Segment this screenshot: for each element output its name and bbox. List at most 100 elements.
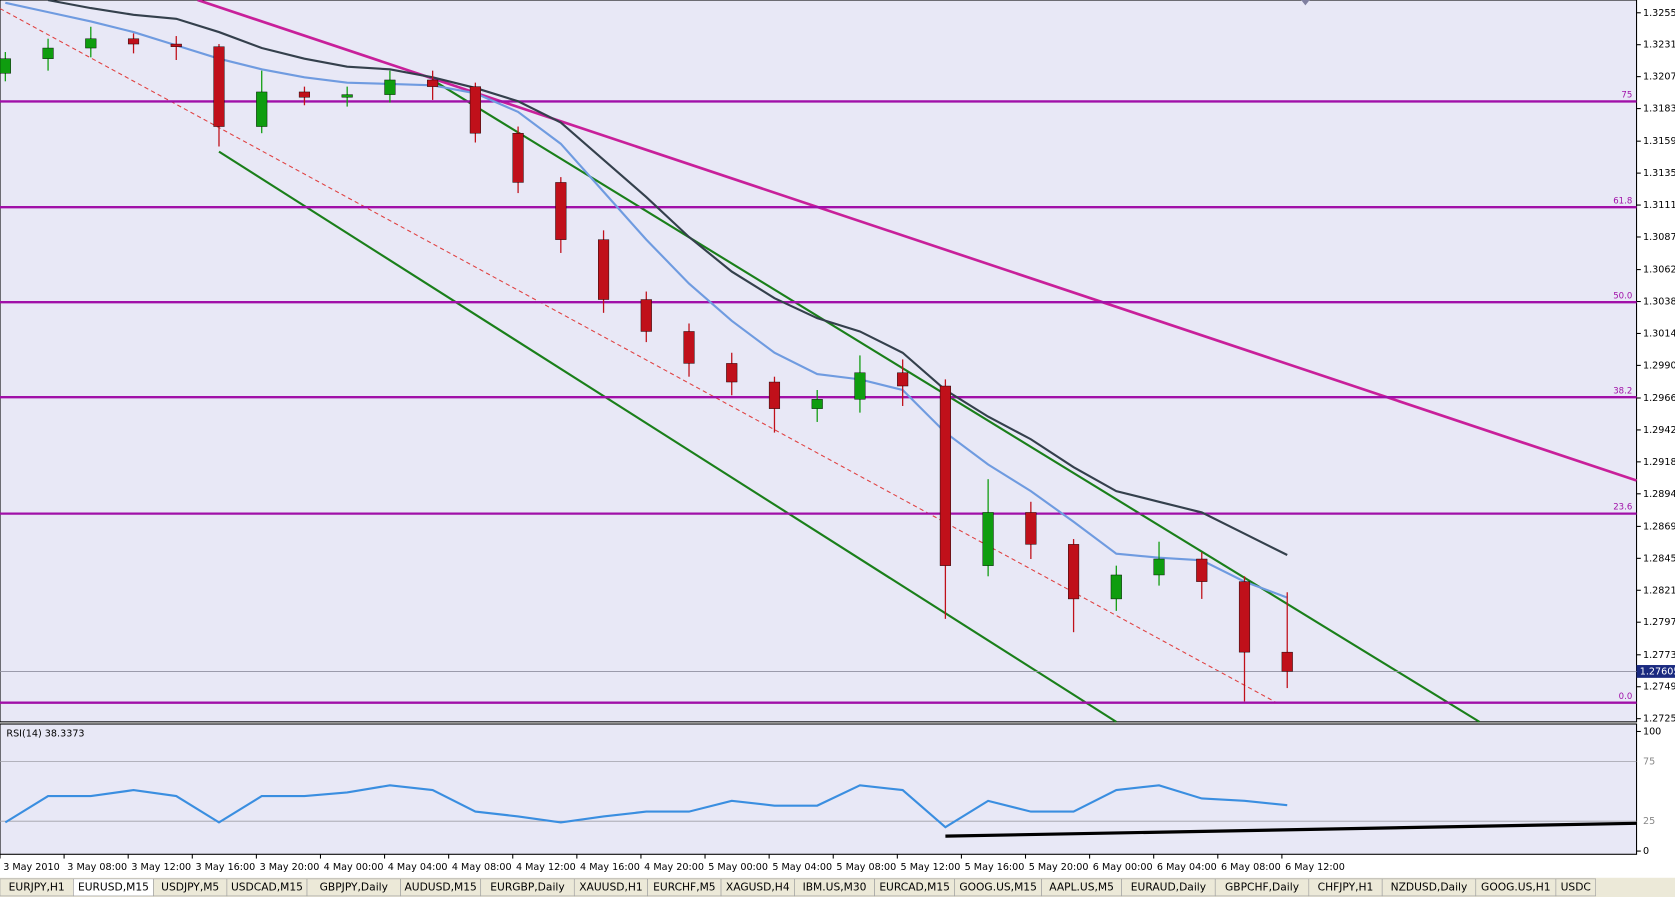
y-tick-label: 1.30385: [1643, 297, 1675, 308]
tab-label[interactable]: USDC: [1561, 880, 1591, 893]
candle-body: [127, 38, 140, 45]
candle-body: [0, 58, 11, 74]
candle-body: [170, 43, 182, 47]
candle-body: [768, 381, 781, 409]
y-tick-label: 1.28215: [1643, 585, 1675, 596]
rsi-tick-label: 25: [1643, 816, 1655, 827]
x-tick-label: 4 May 04:00: [388, 862, 448, 873]
tab-label[interactable]: GOOG.US,H1: [1481, 880, 1551, 893]
x-tick-label: 6 May 04:00: [1157, 862, 1217, 873]
candle-body: [1153, 558, 1165, 576]
candle-body: [469, 86, 481, 134]
x-tick-label: 5 May 04:00: [772, 862, 832, 873]
tab-label[interactable]: IBM.US,M30: [803, 880, 867, 893]
y-tick-label: 1.27490: [1643, 682, 1675, 693]
y-tick-label: 1.31835: [1643, 104, 1675, 115]
candle-body: [726, 363, 738, 383]
candle-body: [341, 94, 353, 98]
x-tick-label: 3 May 16:00: [195, 862, 255, 873]
tab-label[interactable]: XAUUSD,H1: [579, 880, 642, 893]
tab-label[interactable]: EURCAD,M15: [879, 880, 950, 893]
y-tick-label: 1.27250: [1643, 714, 1675, 725]
candle-body: [897, 372, 909, 387]
candle-body: [854, 372, 866, 400]
candle-body: [640, 299, 652, 332]
x-tick-label: 5 May 20:00: [1029, 862, 1089, 873]
candle-body: [1281, 651, 1293, 672]
x-tick-label: 4 May 08:00: [452, 862, 512, 873]
tab-label[interactable]: EURJPY,H1: [9, 880, 65, 893]
rsi-tick-label: 100: [1643, 726, 1661, 737]
regression-line: [0, 8, 1277, 704]
candle-body: [598, 239, 610, 300]
tab-label[interactable]: AAPL.US,M5: [1049, 880, 1114, 893]
shift-marker: [1301, 0, 1310, 6]
y-tick-label: 1.30145: [1643, 328, 1675, 339]
tab-label[interactable]: XAGUSD,H4: [726, 880, 790, 893]
tab-label[interactable]: USDJPY,M5: [161, 880, 219, 893]
tab-label[interactable]: CHFJPY,H1: [1318, 880, 1374, 893]
tab-label[interactable]: AUDUSD,M15: [404, 880, 476, 893]
y-tick-label: 1.29905: [1643, 360, 1675, 371]
x-tick-label: 6 May 00:00: [1093, 862, 1153, 873]
tab-label[interactable]: EURCHF,M5: [653, 880, 715, 893]
y-tick-label: 1.30870: [1643, 232, 1675, 243]
fib-label: 75: [1621, 90, 1632, 100]
x-tick-label: 5 May 08:00: [836, 862, 896, 873]
y-tick-label: 1.29180: [1643, 457, 1675, 468]
tab-label[interactable]: GOOG.US,M15: [959, 880, 1037, 893]
y-tick-label: 1.31350: [1643, 168, 1675, 179]
x-tick-label: 4 May 12:00: [516, 862, 576, 873]
candle-body: [939, 385, 951, 566]
x-tick-label: 4 May 00:00: [324, 862, 384, 873]
y-tick-label: 1.32555: [1643, 8, 1675, 19]
candle-body: [1196, 558, 1208, 582]
x-tick-label: 3 May 20:00: [260, 862, 320, 873]
tab-label[interactable]: NZDUSD,Daily: [1391, 880, 1468, 893]
candle-body: [1025, 512, 1037, 545]
rsi-trend-line: [945, 821, 1637, 838]
fib-label: 38.2: [1613, 386, 1632, 396]
channel-lower: [218, 150, 1117, 723]
candle-body: [213, 46, 225, 127]
current-price-label: 1.27605: [1640, 666, 1675, 677]
candle-body: [384, 79, 396, 95]
tab-label[interactable]: EURUSD,M15: [78, 880, 149, 893]
y-tick-label: 1.31590: [1643, 136, 1675, 147]
main-panel: [0, 0, 1638, 723]
y-tick-label: 1.32315: [1643, 40, 1675, 51]
rsi-tick-label: 75: [1643, 756, 1655, 767]
candle-body: [811, 399, 823, 409]
x-tick-label: 5 May 00:00: [708, 862, 768, 873]
x-tick-label: 5 May 16:00: [965, 862, 1025, 873]
y-tick-label: 1.28455: [1643, 553, 1675, 564]
current-price-box: [1636, 665, 1675, 678]
x-tick-label: 6 May 08:00: [1221, 862, 1281, 873]
tab-label[interactable]: USDCAD,M15: [231, 880, 303, 893]
tab-label[interactable]: EURAUD,Daily: [1131, 880, 1206, 893]
fib-label: 0.0: [1619, 692, 1633, 702]
x-tick-label: 3 May 12:00: [131, 862, 191, 873]
rsi-line: [4, 784, 1288, 829]
tab-label[interactable]: GBPJPY,Daily: [320, 880, 388, 893]
fib-label: 61.8: [1613, 196, 1632, 206]
y-tick-label: 1.28695: [1643, 521, 1675, 532]
candle-body: [256, 91, 268, 127]
fib-label: 50.0: [1613, 291, 1632, 301]
tab-label[interactable]: EURGBP,Daily: [490, 880, 564, 893]
candle-body: [1068, 544, 1080, 600]
candle-body: [683, 331, 695, 364]
candle-body: [982, 512, 994, 566]
tab-label[interactable]: GBPCHF,Daily: [1225, 880, 1299, 893]
x-tick-label: 4 May 20:00: [644, 862, 704, 873]
x-tick-label: 5 May 12:00: [901, 862, 961, 873]
tab[interactable]: [1555, 878, 1596, 897]
y-tick-label: 1.32075: [1643, 72, 1675, 83]
candle-body: [298, 91, 311, 98]
y-tick-label: 1.27730: [1643, 650, 1675, 661]
moving-average: [47, 0, 1288, 556]
candle-body: [1238, 581, 1251, 653]
y-tick-label: 1.29420: [1643, 425, 1675, 436]
